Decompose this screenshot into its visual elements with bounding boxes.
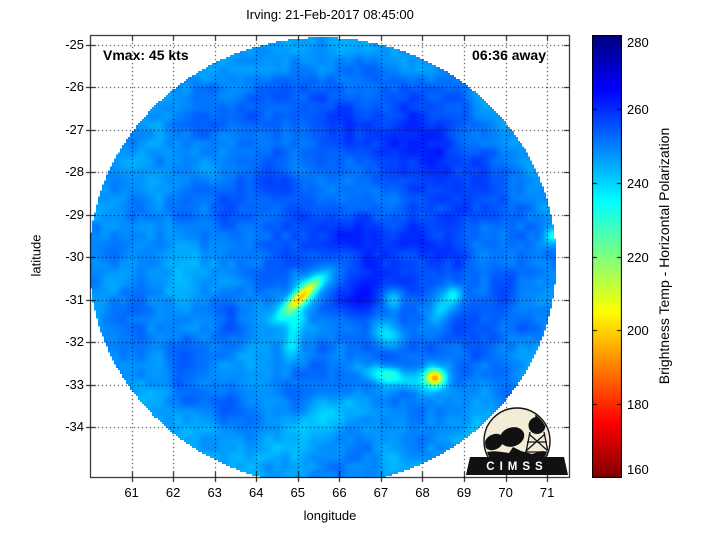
x-tick-label: 71 xyxy=(539,485,555,500)
vmax-annotation: Vmax: 45 kts xyxy=(103,47,189,63)
satellite-dish-left-icon xyxy=(485,433,504,451)
water-tower-tank xyxy=(528,417,546,434)
x-tick-label: 65 xyxy=(290,485,306,500)
colorbar-tick-label: 280 xyxy=(627,35,649,50)
plot-title: Irving: 21-Feb-2017 08:45:00 xyxy=(246,7,414,22)
x-axis-label: longitude xyxy=(303,508,357,523)
y-tick-label: -27 xyxy=(65,121,84,137)
colorbar-tick-label: 180 xyxy=(627,396,649,412)
x-tick-label: 67 xyxy=(373,485,389,500)
x-tick-label: 64 xyxy=(248,485,264,500)
x-tick-label: 69 xyxy=(456,485,472,500)
x-tick-label: 63 xyxy=(207,485,222,500)
colorbar-tick-label: 160 xyxy=(627,462,649,477)
y-tick-label: -25 xyxy=(65,36,84,52)
x-tick-label: 62 xyxy=(165,485,181,500)
y-tick-label: -30 xyxy=(65,249,84,265)
logo-text: CIMSS xyxy=(486,461,547,473)
y-tick-label: -26 xyxy=(65,79,84,95)
water-tower-cap xyxy=(535,414,539,419)
x-tick-label: 61 xyxy=(124,485,139,500)
y-tick-label: -28 xyxy=(65,164,84,180)
colorbar-tick-label: 200 xyxy=(627,322,649,338)
logo-banner xyxy=(466,457,568,475)
colorbar-tick-label: 240 xyxy=(627,175,649,191)
y-tick-label: -29 xyxy=(65,206,84,222)
x-tick-label: 68 xyxy=(415,485,430,500)
time-away-annotation: 06:36 away xyxy=(472,47,546,63)
x-tick-label: 66 xyxy=(332,485,347,500)
cimss-logo: CIMSS xyxy=(466,407,568,475)
plot-area: Vmax: 45 kts 06:36 away CIMSS xyxy=(84,29,576,484)
y-tick-label: -34 xyxy=(65,419,84,435)
y-tick-label: -32 xyxy=(65,334,84,350)
y-tick-label: -31 xyxy=(65,291,84,307)
colorbar-tick-label: 260 xyxy=(627,101,649,117)
axes-grid-overlay xyxy=(84,29,576,484)
x-tick-label: 70 xyxy=(498,485,513,500)
colorbar xyxy=(592,35,622,478)
satellite-dish-center-icon xyxy=(499,427,525,447)
colorbar-tick-label: 220 xyxy=(627,249,649,265)
y-tick-label: -33 xyxy=(65,376,84,392)
